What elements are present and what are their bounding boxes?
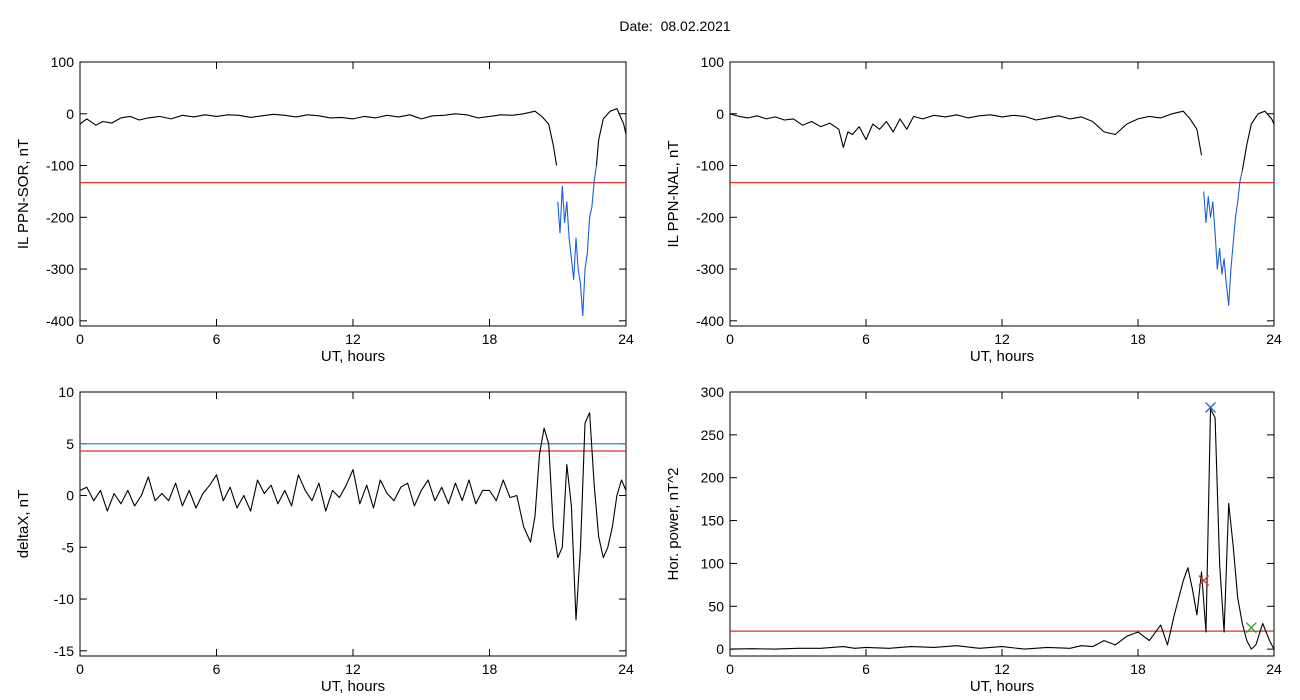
peak-marker-stroke xyxy=(1245,622,1257,634)
x-tick-label: 18 xyxy=(1130,331,1146,347)
series-line xyxy=(729,408,1275,650)
x-tick-label: 0 xyxy=(76,331,84,347)
x-tick-label: 6 xyxy=(862,661,870,677)
series-line xyxy=(557,165,597,317)
chart-panel-4: 0 6 12 18 24 300 250 200 150 100 50 0 UT, hours Hor. … xyxy=(665,384,1282,695)
x-tick-label: 24 xyxy=(1266,661,1282,677)
y-tick-label: -400 xyxy=(696,313,724,329)
y-tick-label: -5 xyxy=(62,539,75,555)
series-line xyxy=(729,110,1203,156)
x-tick-label: 24 xyxy=(618,331,634,347)
peak-marker xyxy=(1205,401,1216,413)
x-tick-label: 6 xyxy=(213,331,221,347)
page-title: Date: 08.02.2021 xyxy=(619,18,731,34)
x-axis-label: UT, hours xyxy=(970,348,1034,365)
series-line xyxy=(595,108,627,166)
y-axis-label: IL PPN-SOR, nT xyxy=(15,139,32,249)
x-tick-label: 0 xyxy=(726,331,734,347)
series-line xyxy=(1203,170,1243,306)
series-line xyxy=(79,110,558,166)
peak-marker xyxy=(1198,575,1210,587)
y-tick-label: 50 xyxy=(708,598,724,614)
y-tick-label: 200 xyxy=(701,470,725,486)
y-tick-label: 150 xyxy=(701,513,725,529)
y-tick-label: -15 xyxy=(54,643,74,659)
y-axis-label: IL PPN-NAL, nT xyxy=(665,141,682,248)
y-axis-label: deltaX, nT xyxy=(15,490,32,558)
chart-panel-3: 0 6 12 18 24 10 5 0 -5 -10 -15 UT, hours deltaX, nT xyxy=(15,384,634,695)
x-tick-label: 18 xyxy=(1130,661,1146,677)
x-axis-label: UT, hours xyxy=(321,678,385,695)
y-tick-label: -300 xyxy=(46,261,74,277)
x-axis-label: UT, hours xyxy=(970,678,1034,695)
x-tick-label: 18 xyxy=(482,331,498,347)
x-tick-label: 6 xyxy=(862,331,870,347)
y-tick-label: -200 xyxy=(696,209,724,225)
y-tick-label: 100 xyxy=(701,555,725,571)
x-tick-label: 12 xyxy=(994,331,1010,347)
series-line xyxy=(1241,110,1275,171)
y-tick-label: 5 xyxy=(66,436,74,452)
peak-marker-stroke xyxy=(1205,401,1216,413)
x-tick-label: 24 xyxy=(1266,331,1282,347)
y-tick-label: 0 xyxy=(66,106,74,122)
plot-frame xyxy=(729,391,1275,657)
y-tick-label: 0 xyxy=(716,641,724,657)
y-tick-label: 100 xyxy=(51,54,75,70)
y-tick-label: -100 xyxy=(46,158,74,174)
x-tick-label: 6 xyxy=(213,661,221,677)
x-tick-label: 12 xyxy=(345,331,361,347)
y-tick-label: -200 xyxy=(46,209,74,225)
y-tick-label: -300 xyxy=(696,261,724,277)
x-tick-label: 12 xyxy=(345,661,361,677)
y-tick-label: 10 xyxy=(58,384,74,400)
x-tick-label: 0 xyxy=(726,661,734,677)
y-tick-label: 100 xyxy=(701,54,725,70)
y-tick-label: 0 xyxy=(66,488,74,504)
plot-frame xyxy=(79,391,627,657)
x-tick-label: 24 xyxy=(618,661,634,677)
plot-frame xyxy=(729,61,1275,327)
y-tick-label: 250 xyxy=(701,427,725,443)
y-tick-label: -10 xyxy=(54,591,74,607)
x-tick-label: 18 xyxy=(482,661,498,677)
peak-marker xyxy=(1245,622,1257,634)
x-axis-label: UT, hours xyxy=(321,348,385,365)
series-line xyxy=(79,412,627,621)
y-tick-label: 0 xyxy=(716,106,724,122)
y-tick-label: 300 xyxy=(701,384,725,400)
chart-panel-2: 0 6 12 18 24 100 0 -100 -200 -300 -400 UT, hours IL … xyxy=(665,54,1282,365)
plot-frame xyxy=(79,61,627,327)
x-tick-label: 12 xyxy=(994,661,1010,677)
y-axis-label: Hor. power, nT^2 xyxy=(665,468,682,581)
x-tick-label: 0 xyxy=(76,661,84,677)
y-tick-label: -100 xyxy=(696,158,724,174)
chart-panel-1: 0 6 12 18 24 100 0 -100 -200 -300 -400 UT, hours IL … xyxy=(15,54,634,365)
peak-marker-stroke xyxy=(1198,575,1210,587)
y-tick-label: -400 xyxy=(46,313,74,329)
